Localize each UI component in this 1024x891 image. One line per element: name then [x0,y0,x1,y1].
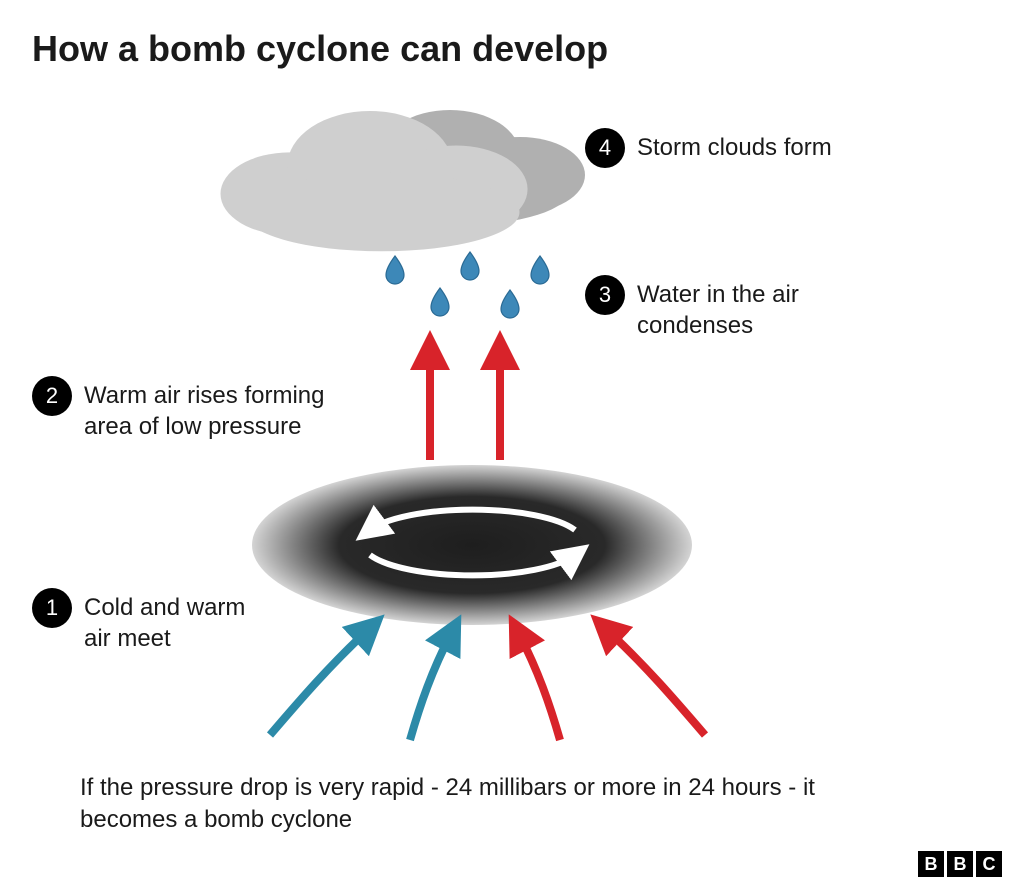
cloud-front-icon [221,111,528,251]
step-3: 3 Water in the aircondenses [585,275,885,341]
footnote-text: If the pressure drop is very rapid - 24 … [80,772,840,837]
cloud-back-icon [325,110,585,225]
vortex-icon [252,465,692,625]
bbc-logo-block: B [947,851,973,877]
page-title: How a bomb cyclone can develop [32,28,608,70]
step-2: 2 Warm air rises formingarea of low pres… [32,376,362,442]
step-badge-2: 2 [32,376,72,416]
raindrops-group [386,252,549,318]
step-label-1: Cold and warmair meet [84,588,245,654]
bbc-logo-block: B [918,851,944,877]
inflow-arrows-group [270,628,705,740]
rising-arrows-group [430,350,500,460]
step-label-2: Warm air rises formingarea of low pressu… [84,376,324,442]
step-1: 1 Cold and warmair meet [32,588,292,654]
bbc-logo: B B C [918,851,1002,877]
step-4: 4 Storm clouds form [585,128,885,168]
step-badge-1: 1 [32,588,72,628]
bbc-logo-block: C [976,851,1002,877]
step-label-3: Water in the aircondenses [637,275,799,341]
step-badge-3: 3 [585,275,625,315]
step-badge-4: 4 [585,128,625,168]
step-label-4: Storm clouds form [637,128,832,163]
